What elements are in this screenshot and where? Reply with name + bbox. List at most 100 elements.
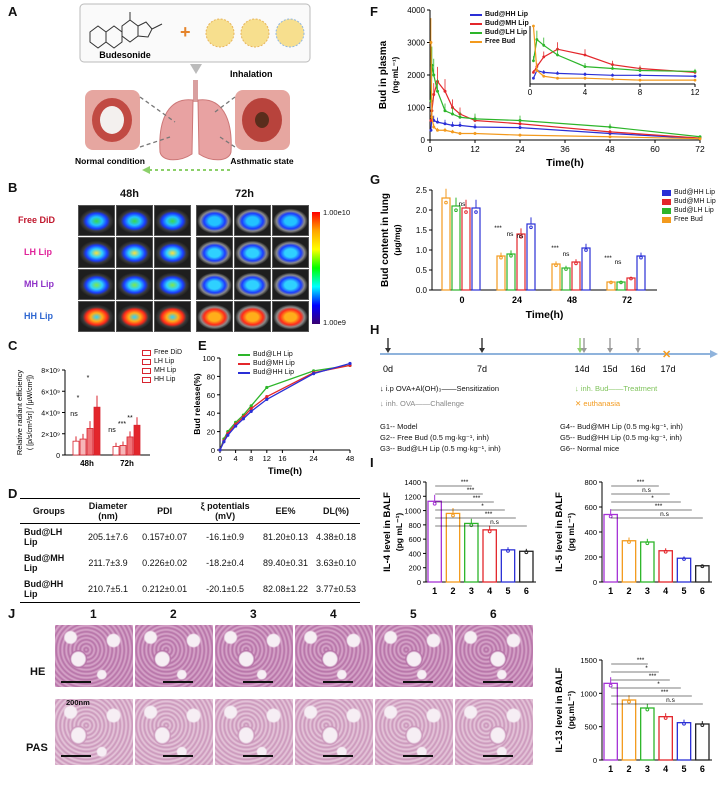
legend-item: Bud@MH Lip [662,197,716,206]
chart-f-legend: Bud@HH Lip Bud@MH Lip Bud@LH Lip Free Bu… [470,10,529,46]
ivis-image [78,205,115,236]
data-point [443,128,447,132]
inset-x-tick-label: 0 [528,88,533,97]
data-point [524,550,529,555]
data-point [241,417,245,421]
panel-label-j: J [8,606,16,621]
bar [112,446,120,456]
inset-data-point [542,55,546,59]
group-5: G5-- Bud@HH Lip (0.5 mg·kg⁻¹, inh) [560,433,683,442]
ivis-scale-max: 1.00e10 [323,208,351,217]
data-point [608,125,612,129]
data-point [608,130,612,134]
y-axis-label: Bud release(%) [192,373,202,435]
y-tick-label: 200 [408,564,421,573]
arrow-left-icon [142,166,150,174]
day-0: 0d [383,364,393,374]
budesonide-structure-icon [89,12,163,49]
ivis-image [78,301,115,332]
inhalation-label: Inhalation [230,69,273,79]
table-row: Bud@HH Lip 210.7±5.1 0.212±0.01 -20.1±0.5 82… [20,576,360,603]
inset-data-point [532,71,535,74]
group-4: G4-- Bud@MH Lip (0.5 mg·kg⁻¹, inh) [560,422,683,431]
inset-data-point [542,74,546,78]
y-tick-label: 1200 [404,492,421,501]
ivis-image [234,237,271,268]
pas-stain-image [135,699,213,765]
data-point [518,122,522,126]
x-tick-label: 24 [309,454,317,463]
data-point [436,120,439,124]
data-point [429,41,433,44]
y-tick-label: 0 [421,136,426,145]
inset-data-point [535,38,539,41]
panel-label-a: A [8,4,18,19]
bar [500,549,516,583]
data-point [443,122,447,126]
x-tick-label: 8 [249,454,253,463]
bar [603,513,618,583]
inset-data-point [542,71,546,74]
significance-label: *** [661,689,669,696]
significance-label: n.s [666,697,675,704]
data-point [451,123,454,127]
significance-label: * [87,375,90,382]
y-tick-label: 6×10⁹ [41,389,60,396]
ivis-col-72h: 72h [235,188,254,200]
data-point [451,130,454,134]
significance-label: *** [637,657,645,664]
ivis-image [196,301,233,332]
bar [621,699,637,761]
y-tick-label: 800 [584,478,597,487]
panel-label-c: C [8,338,18,353]
day-16: 16d [630,364,645,374]
ivis-image [234,205,271,236]
inset-data-point [532,59,535,63]
x-tick-label: 2 [626,586,631,596]
table-row: Bud@MH Lip 211.7±3.9 0.226±0.02 -18.2±0.4 89… [24,553,356,573]
inset-data-point [556,71,559,75]
x-tick-label: 48 [346,454,354,463]
x-tick-label: 6 [524,586,529,596]
data-point [458,115,462,119]
data-point [529,225,533,230]
x-tick-label: 2 [626,764,631,774]
significance-label: *** [467,487,475,494]
significance-label: ** [127,415,133,422]
bar [451,205,461,291]
legend-item: Bud@LH Lip [238,350,295,359]
legend-euthanasia: ✕ euthanasia [575,399,621,408]
y-axis-label: Bud in plasma [378,40,389,109]
x-tick-label: 24 [515,144,525,154]
data-point [609,280,613,285]
bar [445,512,461,583]
y-tick-label: 2.5 [416,186,428,195]
panel-label-d: D [8,486,18,501]
ivis-image [196,205,233,236]
bar [658,550,673,583]
x-tick-label: 3 [469,586,474,596]
bar [72,440,80,456]
data-point [429,128,433,132]
table-header-row: Groups Diameter (nm) PDI ξ potentials (m… [20,498,360,524]
timeline-diagram: ✕ 0d 7d 14d 15d 16d 17d [380,338,718,374]
ivis-image [234,301,271,332]
bar [441,197,451,291]
significance-label: *** [494,225,502,232]
x-tick-label: 4 [487,586,492,596]
data-point [663,549,668,554]
ivis-image [272,237,309,268]
data-point [519,235,523,239]
pas-stain-image [55,699,133,765]
inset-data-point [583,53,587,57]
bar [506,253,516,291]
significance-label: ns [517,233,525,240]
data-point [249,407,253,411]
x-tick-label: 12 [263,454,271,463]
bar [640,707,655,761]
bar [119,445,127,456]
legend-item: Bud@HH Lip [470,10,529,19]
inset-data-point [583,65,587,68]
significance-label: * [651,495,654,502]
data-point [249,409,253,413]
